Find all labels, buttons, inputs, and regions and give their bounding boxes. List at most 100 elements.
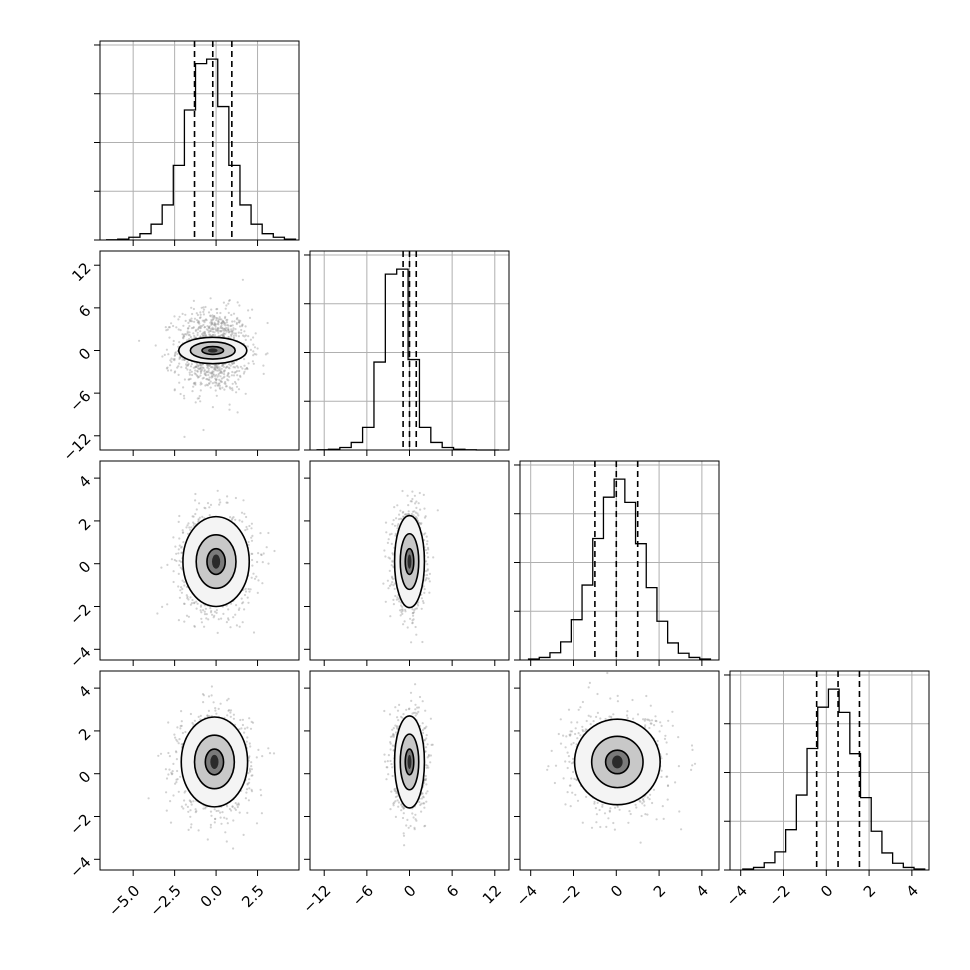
scatter-point [205,613,208,616]
scatter-point [228,363,231,366]
scatter-point [223,328,226,331]
scatter-point [189,369,192,372]
scatter-point [196,375,199,378]
scatter-point [174,351,177,354]
scatter-point [400,517,403,521]
scatter-point [185,366,188,370]
scatter-point [200,325,203,328]
scatter-point [188,526,191,529]
scatter-point [175,778,178,781]
scatter-point [231,382,234,385]
scatter-point [219,371,222,374]
scatter-point [174,352,177,355]
scatter-point [236,803,239,806]
scatter-point [202,323,205,327]
scatter-point [221,321,224,324]
scatter-point [250,788,253,792]
scatter-point [195,600,198,603]
scatter-point [223,370,226,373]
scatter-point [250,527,253,530]
scatter-point [173,357,176,361]
scatter-point [241,367,244,370]
scatter-point [222,334,225,337]
scatter-point [215,329,219,332]
scatter-point [425,746,428,749]
scatter-point [228,807,231,811]
scatter-point [198,326,201,329]
scatter-point [226,378,229,381]
scatter-point [165,777,169,780]
scatter-point [188,371,191,374]
histogram-steps [527,478,712,660]
scatter-point [169,821,173,824]
scatter-point [203,326,206,329]
scatter-point [223,388,226,391]
scatter-point [239,365,242,368]
scatter-point [423,806,426,809]
scatter-point [216,322,219,325]
scatter-point [202,333,205,336]
scatter-point [247,540,250,544]
scatter-point [241,621,244,624]
scatter-point [245,515,248,519]
scatter-point [182,807,185,810]
scatter-point [181,587,184,591]
scatter-point [223,322,226,325]
scatter-point [206,364,209,367]
scatter-point [427,556,430,559]
scatter-point [411,612,414,615]
scatter-point [194,373,197,376]
scatter-point [180,551,183,555]
scatter-point [188,378,191,381]
scatter-point [197,519,200,522]
scatter-point [196,370,199,373]
scatter-point [183,397,186,400]
scatter-point [223,317,227,320]
scatter-point [207,329,210,332]
scatter-point [229,330,232,333]
scatter-point [183,581,186,584]
scatter-point [172,536,175,539]
scatter-point [228,709,231,712]
scatter-point [199,326,202,329]
scatter-point [228,386,231,389]
scatter-point [250,576,253,579]
scatter-point [227,324,230,327]
scatter-point [202,609,205,612]
scatter-point [227,379,230,382]
scatter-point [223,329,226,332]
scatter-point [257,552,260,555]
scatter-point [424,774,427,778]
scatter-point [390,790,393,793]
scatter-point [393,506,396,509]
pair-panel-3 [94,670,300,876]
scatter-point [214,325,217,328]
scatter-point [208,382,211,385]
scatter-point [261,582,264,585]
scatter-point [428,591,431,594]
scatter-point [220,370,223,374]
scatter-point [225,501,228,504]
scatter-point [190,320,194,323]
scatter-point [425,560,428,563]
scatter-point [425,737,428,740]
scatter-point [179,392,182,396]
scatter-point [215,712,218,715]
scatter-point [175,758,178,761]
scatter-point [212,370,215,373]
scatter-point [219,379,222,382]
scatter-point [189,712,192,716]
scatter-point [183,358,186,361]
scatter-point [413,494,416,497]
scatter-point [183,620,186,623]
scatter-point [267,562,270,565]
scatter-point [176,769,179,773]
scatter-point [208,326,211,330]
scatter-point [213,368,216,371]
scatter-point [168,768,171,771]
scatter-point [436,509,439,512]
scatter-point [147,797,150,800]
scatter-point [241,520,244,523]
scatter-point [226,699,229,702]
scatter-point [177,520,180,524]
